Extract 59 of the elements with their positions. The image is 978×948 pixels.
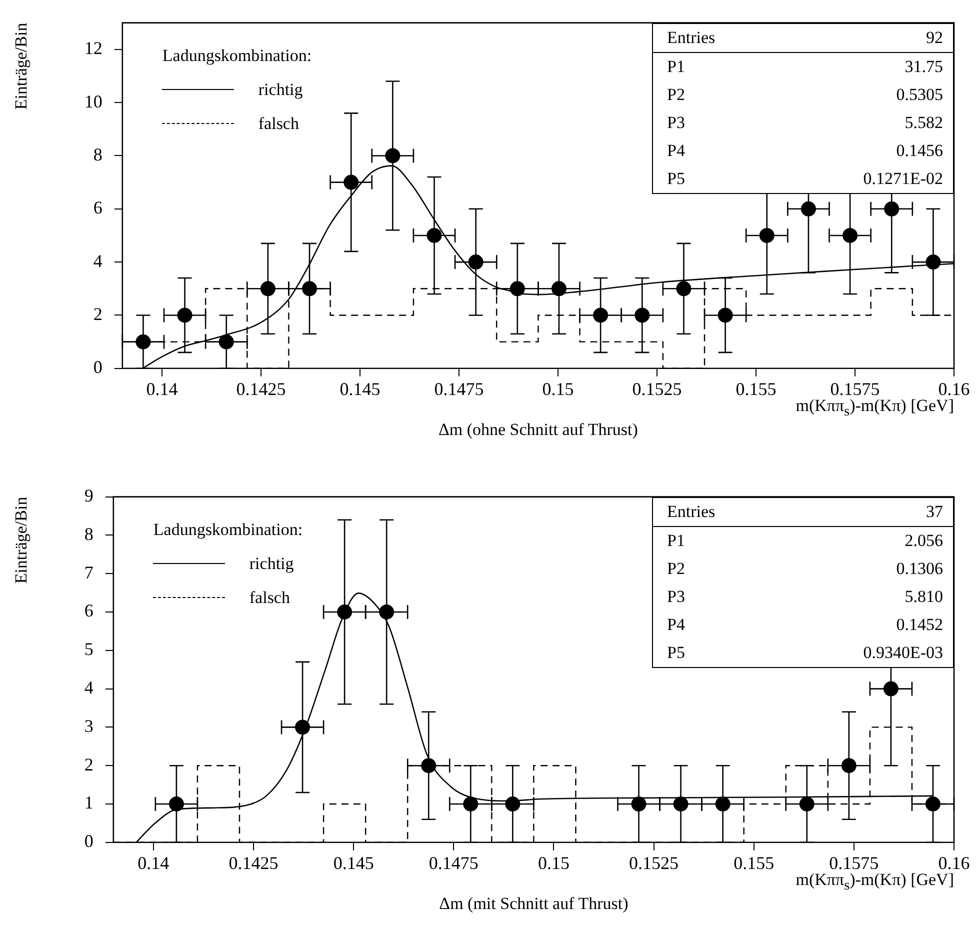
x-tick-label: 0.1575 xyxy=(830,378,880,399)
y-tick-label: 10 xyxy=(84,91,102,112)
x-tick-label: 0.1475 xyxy=(434,378,484,399)
x-tick-label: 0.1575 xyxy=(829,852,879,873)
legend-title: Ladungskombination: xyxy=(162,44,312,67)
x-tick-label: 0.145 xyxy=(333,852,374,873)
y-tick-label: 8 xyxy=(93,144,102,164)
y-tick-label: 12 xyxy=(84,38,102,58)
y-axis-title: Einträge/Bin xyxy=(12,496,31,584)
text: Δm (mit Schnitt auf Thrust) xyxy=(439,894,628,914)
legend-label: richtig xyxy=(249,552,294,575)
y-tick-label: 6 xyxy=(93,198,102,218)
legend-title: Ladungskombination: xyxy=(153,518,303,541)
x-tick-label: 0.1525 xyxy=(629,852,679,873)
text: P2 0.5305 xyxy=(667,84,943,104)
text: P5 0.1271E-02 xyxy=(667,168,943,188)
y-axis-title: Einträge/Bin xyxy=(12,22,31,110)
y-tick-label: 3 xyxy=(84,716,94,736)
x-tick-label: 0.15 xyxy=(538,852,570,873)
text: P4 0.1452 xyxy=(667,614,943,634)
y-tick-label: 6 xyxy=(84,600,94,621)
text: P5 0.9340E-03 xyxy=(667,642,943,662)
text: P2 0.1306 xyxy=(667,558,943,578)
x-tick-label: 0.16 xyxy=(938,852,970,873)
x-tick-label: 0.155 xyxy=(734,852,774,873)
x-tick-label: 0.16 xyxy=(938,378,970,399)
text: P1 31.75 xyxy=(667,56,943,76)
x-tick-label: 0.14 xyxy=(146,378,178,399)
y-tick-label: 8 xyxy=(84,524,94,544)
legend-label: falsch xyxy=(249,586,290,609)
y-tick-label: 0 xyxy=(84,831,94,852)
y-tick-label: 4 xyxy=(84,678,94,698)
x-tick-label: 0.14 xyxy=(138,852,170,873)
x-tick-label: 0.1475 xyxy=(428,852,478,873)
text: Entries 92 xyxy=(667,28,943,47)
text: P3 5.810 xyxy=(667,586,943,606)
y-tick-label: 1 xyxy=(84,792,94,813)
legend-label: falsch xyxy=(258,112,299,135)
x-tick-label: 0.1525 xyxy=(632,378,682,399)
text: P1 2.056 xyxy=(667,530,943,550)
y-tick-label: 9 xyxy=(84,486,94,506)
y-tick-label: 2 xyxy=(93,304,102,324)
y-tick-label: 2 xyxy=(84,754,94,774)
text: Δm (ohne Schnitt auf Thrust) xyxy=(438,420,638,440)
y-tick-label: 5 xyxy=(84,639,94,660)
y-tick-label: 0 xyxy=(93,357,102,378)
x-tick-label: 0.1425 xyxy=(236,378,286,399)
x-axis-title: m(Kππ$_{s}$)-m(Kπ) [GeV] xyxy=(796,396,954,421)
text: P3 5.582 xyxy=(667,112,943,132)
text: Entries 37 xyxy=(667,502,943,521)
legend-label: richtig xyxy=(258,78,303,101)
x-tick-label: 0.155 xyxy=(736,378,776,399)
text: P4 0.1456 xyxy=(667,140,943,160)
x-tick-label: 0.1425 xyxy=(228,852,278,873)
x-tick-label: 0.145 xyxy=(340,378,380,399)
y-tick-label: 4 xyxy=(93,250,102,271)
x-axis-title: m(Kππ$_{s}$)-m(Kπ) [GeV] xyxy=(796,870,954,895)
x-tick-label: 0.15 xyxy=(542,378,574,399)
y-tick-label: 7 xyxy=(84,562,94,582)
